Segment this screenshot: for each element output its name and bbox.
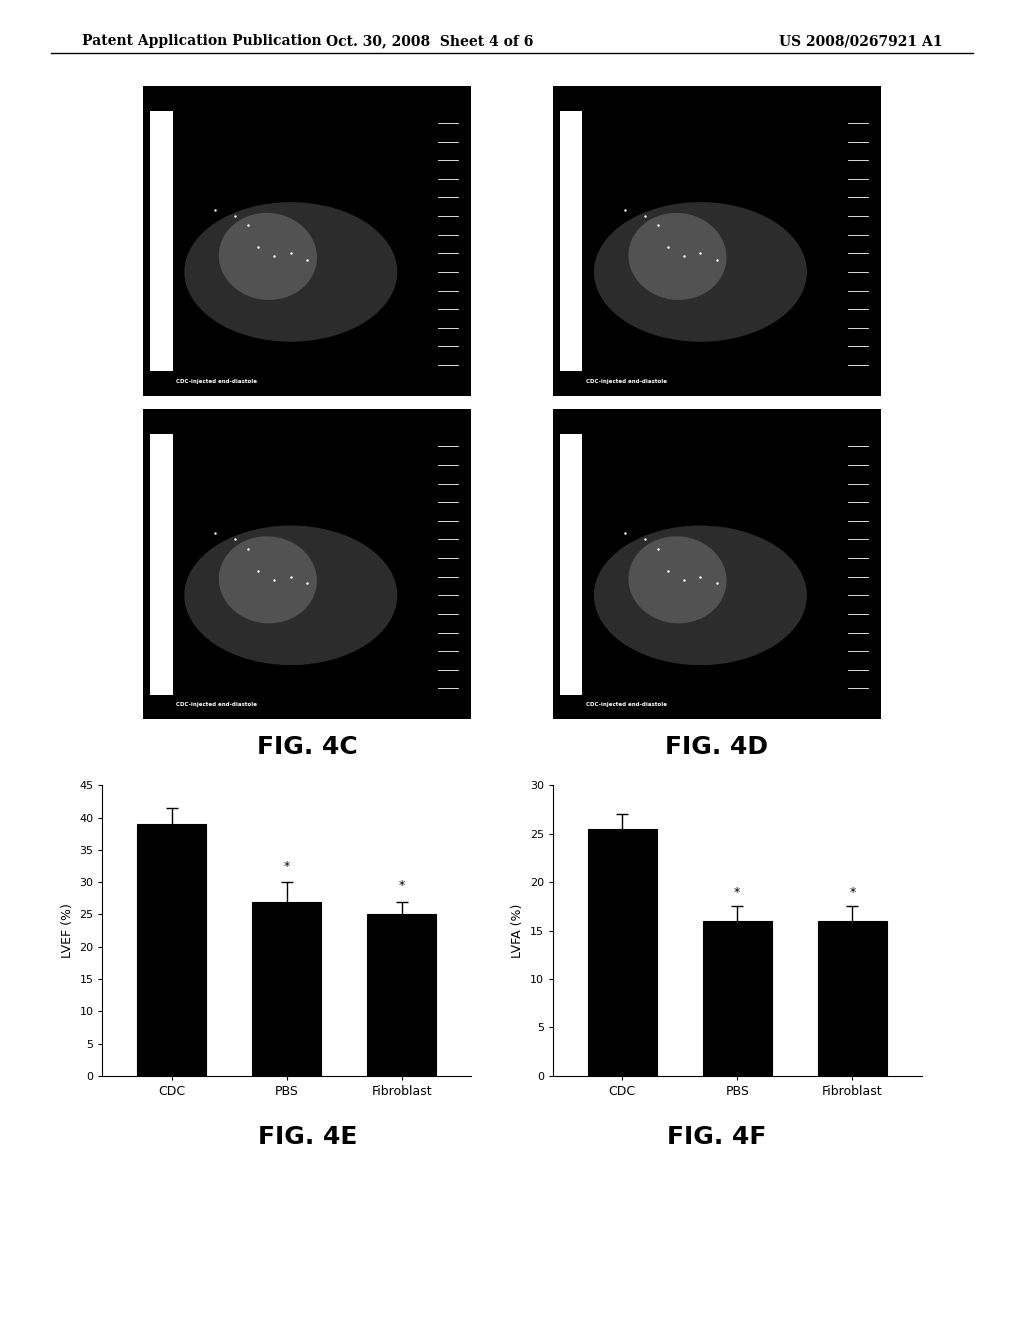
Ellipse shape xyxy=(594,525,807,665)
Text: *: * xyxy=(284,859,290,873)
Text: FIG. 4F: FIG. 4F xyxy=(667,1125,767,1148)
Text: FIG. 4E: FIG. 4E xyxy=(257,1125,357,1148)
Bar xyxy=(588,829,656,1076)
Bar xyxy=(818,921,887,1076)
Text: CDC-injected end-diastole: CDC-injected end-diastole xyxy=(586,702,667,708)
Text: FIG. 4D: FIG. 4D xyxy=(666,735,768,759)
Ellipse shape xyxy=(629,213,727,300)
Text: CDC-injected end-diastole: CDC-injected end-diastole xyxy=(176,379,257,384)
Text: *: * xyxy=(734,886,740,899)
Text: Patent Application Publication: Patent Application Publication xyxy=(82,34,322,49)
Y-axis label: LVFA (%): LVFA (%) xyxy=(511,903,524,958)
Y-axis label: LVEF (%): LVEF (%) xyxy=(60,903,74,958)
Bar xyxy=(368,915,436,1076)
Text: *: * xyxy=(398,879,406,892)
Text: FIG. 4A: FIG. 4A xyxy=(256,412,358,436)
Text: US 2008/0267921 A1: US 2008/0267921 A1 xyxy=(778,34,942,49)
Bar xyxy=(252,902,322,1076)
Ellipse shape xyxy=(219,213,317,300)
Ellipse shape xyxy=(629,536,727,623)
Text: Oct. 30, 2008  Sheet 4 of 6: Oct. 30, 2008 Sheet 4 of 6 xyxy=(327,34,534,49)
Text: CDC-injected end-diastole: CDC-injected end-diastole xyxy=(586,379,667,384)
Bar xyxy=(150,111,173,371)
Text: CDC-injected end-diastole: CDC-injected end-diastole xyxy=(176,702,257,708)
Text: *: * xyxy=(849,886,856,899)
Ellipse shape xyxy=(184,525,397,665)
Bar xyxy=(702,921,772,1076)
Bar xyxy=(137,824,206,1076)
Bar xyxy=(559,111,583,371)
Ellipse shape xyxy=(594,202,807,342)
Bar xyxy=(150,434,173,694)
Bar xyxy=(559,434,583,694)
Text: FIG. 4C: FIG. 4C xyxy=(257,735,357,759)
Text: FIG. 4B: FIG. 4B xyxy=(667,412,767,436)
Ellipse shape xyxy=(184,202,397,342)
Ellipse shape xyxy=(219,536,317,623)
